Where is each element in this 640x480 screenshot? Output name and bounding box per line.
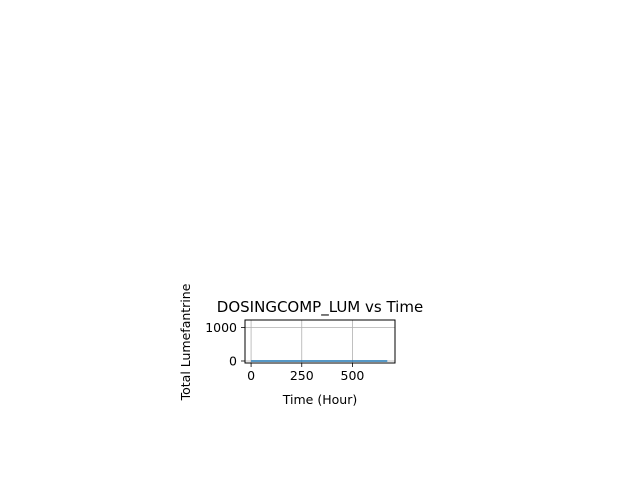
plot-area-frame	[244, 319, 396, 364]
chart-title: DOSINGCOMP_LUM vs Time	[217, 298, 423, 317]
x-axis-label: Time (Hour)	[282, 392, 357, 407]
x-tick-label: 0	[247, 368, 255, 383]
axis-ticks: 0 250 500 0 1000	[205, 320, 364, 383]
y-tick-label: 0	[229, 353, 237, 368]
x-tick-label: 250	[290, 368, 314, 383]
y-tick-label: 1000	[205, 320, 237, 335]
y-axis-label: Total Lumefantrine	[178, 283, 193, 401]
x-tick-label: 500	[341, 368, 365, 383]
